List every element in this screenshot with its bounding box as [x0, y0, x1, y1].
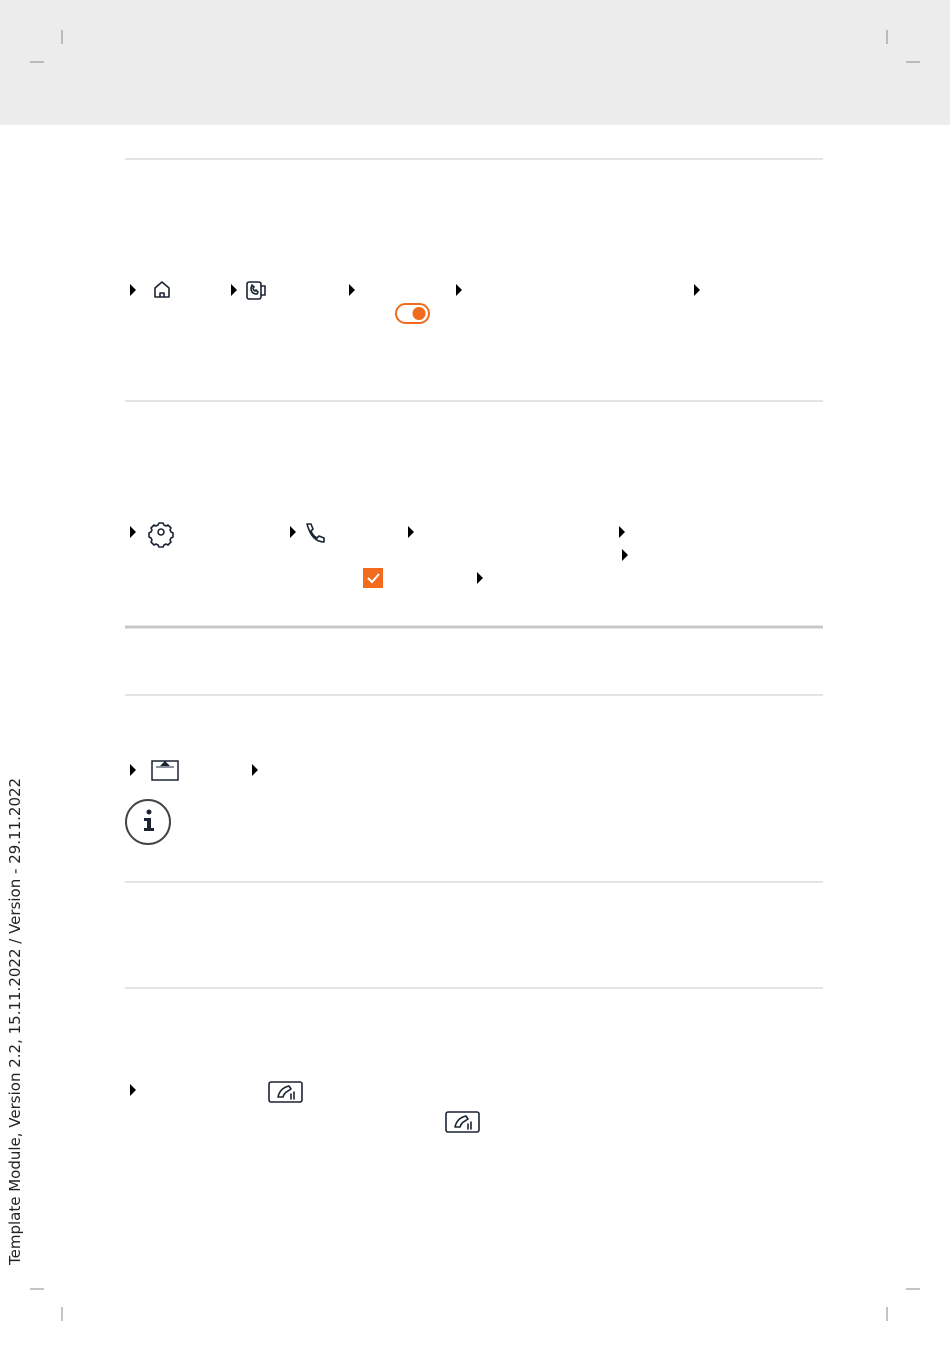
handset-key-icon: [445, 1111, 480, 1133]
settings-icon: [148, 522, 174, 548]
screen-icon: [151, 760, 179, 781]
crop-marks: [30, 30, 920, 1321]
step-arrows: [130, 284, 700, 1096]
sidebar-version: Template Module, Version 2.2, 15.11.2022…: [6, 778, 24, 1266]
home-icon: [154, 281, 170, 298]
handset-key-icon: [268, 1081, 303, 1103]
info-icon: [125, 799, 171, 845]
section-rules: [125, 158, 823, 989]
checkbox-checked: [363, 568, 383, 588]
phone-icon: [306, 523, 325, 543]
contacts-icon: [246, 281, 266, 300]
header-band: [0, 0, 950, 125]
toggle-on: [395, 303, 430, 324]
